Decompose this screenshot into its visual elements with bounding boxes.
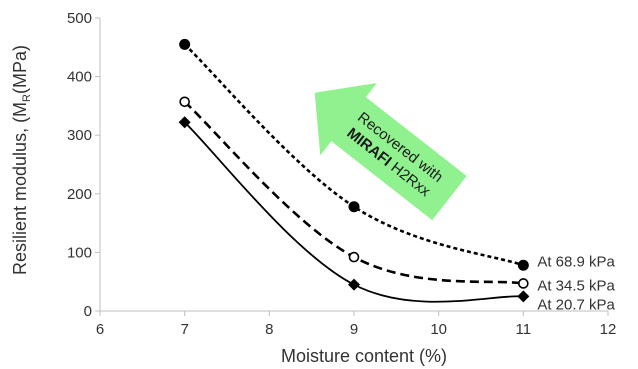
y-axis-title-main: Resilient modulus, (M <box>10 102 30 275</box>
data-point-open-circle <box>179 96 190 108</box>
y-axis-title: Resilient modulus, (MR(MPa) <box>10 45 33 275</box>
axes: 6 7 8 9 10 11 12 0 100 200 300 400 500 Moisture conte… <box>10 10 616 366</box>
y-axis-title-unit: (MPa) <box>10 45 30 94</box>
x-tick-label: 11 <box>516 321 532 338</box>
x-tick-label: 7 <box>180 321 188 338</box>
data-point-diamond <box>178 116 191 129</box>
data-point-filled-circle <box>348 201 360 213</box>
data-point-filled-circle <box>179 38 191 50</box>
y-tick-label: 300 <box>67 127 92 144</box>
y-tick-label: 500 <box>67 10 92 27</box>
x-tick-label: 6 <box>96 321 104 338</box>
x-tick-label: 12 <box>600 321 617 338</box>
data-point-open-circle <box>348 251 360 263</box>
y-tick-label: 400 <box>67 69 92 86</box>
annotation-arrow <box>314 82 467 221</box>
y-axis-title-subscript: R <box>21 94 33 102</box>
x-tick-label: 10 <box>430 321 447 338</box>
y-tick-label: 100 <box>67 244 92 261</box>
series-layer <box>178 38 530 303</box>
data-point-diamond <box>348 278 360 291</box>
series-label: At 20.7 kPa <box>537 296 615 313</box>
series-label: At 34.5 kPa <box>537 277 615 294</box>
x-axis-title: Moisture content (%) <box>281 346 447 366</box>
x-tick-label: 8 <box>265 321 273 338</box>
x-tick-label: 9 <box>350 321 358 338</box>
series-label: At 68.9 kPa <box>537 253 615 270</box>
data-point-open-circle <box>518 278 529 289</box>
y-tick-label: 200 <box>67 186 92 203</box>
y-tick-label: 0 <box>84 303 92 320</box>
data-point-diamond <box>517 290 530 303</box>
data-point-filled-circle <box>517 259 529 271</box>
labels-layer: At 68.9 kPa At 34.5 kPa At 20.7 kPa <box>537 253 615 313</box>
